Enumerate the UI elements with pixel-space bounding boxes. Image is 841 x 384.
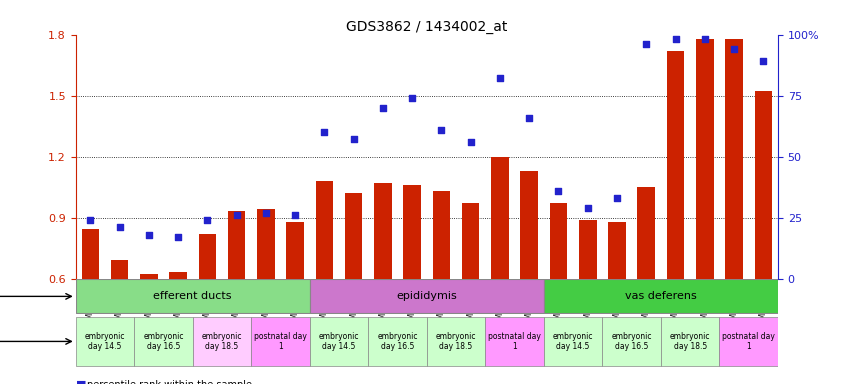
- Bar: [309, 279, 544, 313]
- Bar: [286, 222, 304, 278]
- Text: postnatal day
1: postnatal day 1: [254, 332, 307, 351]
- Text: postnatal day
1: postnatal day 1: [722, 332, 775, 351]
- Bar: [521, 171, 538, 278]
- Text: efferent ducts: efferent ducts: [153, 291, 232, 301]
- Point: [201, 217, 214, 223]
- Point: [405, 95, 419, 101]
- Bar: [719, 317, 778, 366]
- Bar: [667, 51, 685, 278]
- Bar: [251, 317, 309, 366]
- Point: [669, 36, 682, 43]
- Text: embryonic
day 18.5: embryonic day 18.5: [436, 332, 476, 351]
- Bar: [374, 183, 392, 278]
- Title: GDS3862 / 1434002_at: GDS3862 / 1434002_at: [346, 20, 507, 33]
- Bar: [602, 317, 661, 366]
- Point: [376, 105, 389, 111]
- Point: [347, 136, 361, 142]
- Bar: [228, 212, 246, 278]
- Text: embryonic
day 14.5: embryonic day 14.5: [85, 332, 125, 351]
- Point: [552, 188, 565, 194]
- Bar: [82, 229, 99, 278]
- Bar: [193, 317, 251, 366]
- Bar: [608, 222, 626, 278]
- Text: embryonic
day 14.5: embryonic day 14.5: [553, 332, 594, 351]
- Point: [172, 234, 185, 240]
- Point: [493, 75, 506, 81]
- Text: vas deferens: vas deferens: [625, 291, 696, 301]
- Point: [230, 212, 243, 218]
- Bar: [696, 39, 713, 278]
- Bar: [140, 275, 157, 278]
- Bar: [550, 203, 568, 278]
- Point: [435, 127, 448, 133]
- Text: embryonic
day 14.5: embryonic day 14.5: [319, 332, 359, 351]
- Bar: [462, 203, 479, 278]
- Bar: [485, 317, 544, 366]
- Text: percentile rank within the sample: percentile rank within the sample: [87, 380, 251, 384]
- Text: embryonic
day 16.5: embryonic day 16.5: [611, 332, 652, 351]
- Bar: [427, 317, 485, 366]
- Point: [639, 41, 653, 47]
- Bar: [637, 187, 655, 278]
- Point: [318, 129, 331, 135]
- Bar: [725, 39, 743, 278]
- Point: [113, 224, 126, 230]
- Bar: [544, 279, 778, 313]
- Point: [522, 114, 536, 121]
- Bar: [111, 260, 129, 278]
- Text: embryonic
day 16.5: embryonic day 16.5: [378, 332, 418, 351]
- Text: embryonic
day 18.5: embryonic day 18.5: [202, 332, 242, 351]
- Point: [288, 212, 302, 218]
- Point: [611, 195, 624, 201]
- Point: [698, 36, 711, 43]
- Bar: [169, 273, 187, 278]
- Point: [83, 217, 97, 223]
- Bar: [135, 317, 193, 366]
- Bar: [309, 317, 368, 366]
- Text: ■: ■: [76, 380, 86, 384]
- Bar: [76, 317, 135, 366]
- Text: epididymis: epididymis: [396, 291, 458, 301]
- Point: [757, 58, 770, 65]
- Text: embryonic
day 18.5: embryonic day 18.5: [670, 332, 711, 351]
- Bar: [345, 193, 362, 278]
- Text: postnatal day
1: postnatal day 1: [488, 332, 541, 351]
- Bar: [404, 185, 421, 278]
- Bar: [754, 91, 772, 278]
- Bar: [432, 191, 450, 278]
- Point: [727, 46, 741, 52]
- Bar: [491, 157, 509, 278]
- Text: embryonic
day 16.5: embryonic day 16.5: [143, 332, 183, 351]
- Bar: [315, 181, 333, 278]
- Bar: [579, 220, 596, 278]
- Bar: [368, 317, 427, 366]
- Point: [581, 205, 595, 211]
- Point: [259, 210, 272, 216]
- Bar: [76, 279, 309, 313]
- Bar: [661, 317, 719, 366]
- Bar: [544, 317, 602, 366]
- Point: [464, 139, 478, 145]
- Bar: [198, 234, 216, 278]
- Bar: [257, 209, 275, 278]
- Point: [142, 232, 156, 238]
